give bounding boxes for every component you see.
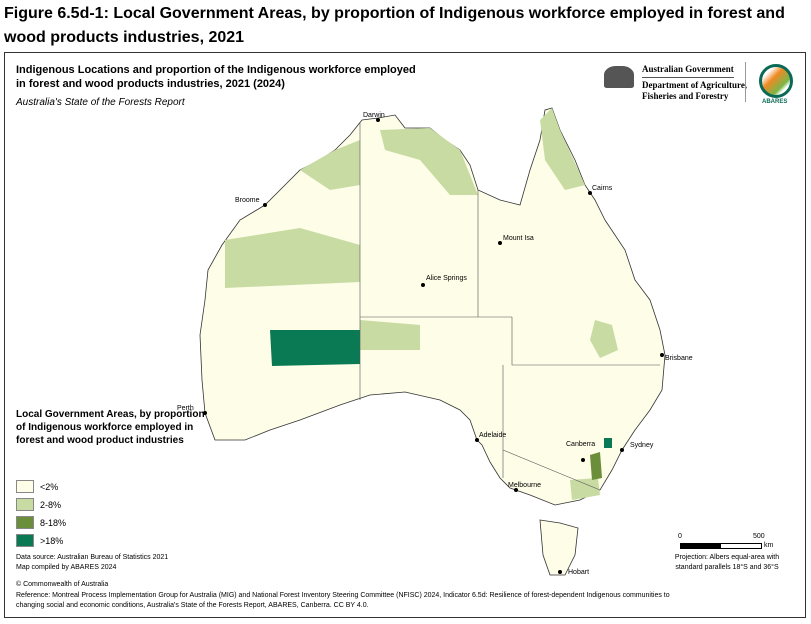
city-label: Sydney [630,442,654,449]
abares-label: ABARES [762,99,788,105]
legend-item: 8-18% [16,516,66,529]
gov-line3: Fisheries and Forestry [642,91,729,101]
city-label: Adelaide [479,432,506,439]
gov-line1: Australian Government [642,64,734,78]
map-subtitle: Australia's State of the Forests Report [16,97,185,108]
city-marker [263,203,267,207]
lga-2-8 [225,108,618,500]
gov-line2: Department of Agriculture, [642,80,748,90]
city-label: Hobart [568,569,589,576]
tasmania [539,519,579,576]
copyright: © Commonwealth of Australia [16,581,109,588]
city-marker [421,283,425,287]
scale-unit: km [764,542,774,549]
city-label: Mount Isa [503,235,534,242]
city-label: Alice Springs [426,275,467,282]
lga-18-plus-nsw [604,438,612,448]
city-label: Cairns [592,185,613,192]
city-label: Melbourne [508,482,541,489]
map-title: Indigenous Locations and proportion of t… [16,64,416,90]
city-label: Perth [177,405,194,412]
legend-item: 2-8% [16,498,61,511]
city-marker [558,570,562,574]
data-source: Data source: Australian Bureau of Statis… [16,554,169,561]
city-marker [588,191,592,195]
legend-title: Local Government Areas, by proportion of… [16,409,205,446]
compiled-by: Map compiled by ABARES 2024 [16,564,117,571]
city-marker [660,353,664,357]
legend-item: >18% [16,534,63,547]
reference: Reference: Montreal Process Implementati… [16,592,670,609]
city-marker [581,458,585,462]
city-marker [620,448,624,452]
state-borders [359,122,660,491]
city-label: Broome [235,197,260,204]
lga-8-18 [590,452,602,480]
coat-of-arms-icon [604,66,634,88]
city-label: Canberra [566,441,595,448]
logo-divider [745,62,746,102]
scale-bar [680,543,762,549]
city-marker [498,241,502,245]
legend-item: <2% [16,480,58,493]
figure-title: Figure 6.5d-1: Local Government Areas, b… [4,5,785,46]
city-marker [475,438,479,442]
projection-note: Projection: Albers equal-area with stand… [674,554,780,571]
lga-18-plus [270,330,360,366]
map-frame [4,52,806,618]
city-marker [376,118,380,122]
city-label: Brisbane [665,355,693,362]
city-marker [514,488,518,492]
city-marker [203,411,207,415]
scale-end: 500 [753,533,765,540]
city-label: Darwin [363,112,385,119]
scale-start: 0 [678,533,682,540]
abares-logo [759,64,793,98]
